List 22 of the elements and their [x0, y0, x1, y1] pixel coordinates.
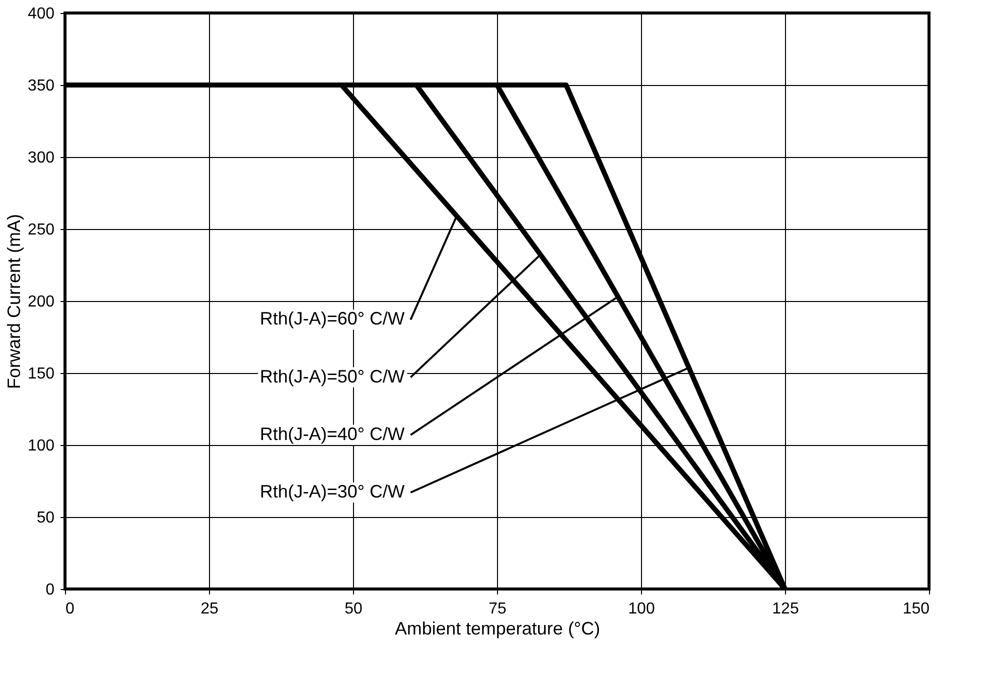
- y-tick-label: 350: [28, 78, 55, 94]
- y-tick-label: 400: [28, 6, 55, 22]
- annotation: Rth(J-A)=50° C/W: [260, 366, 405, 386]
- y-tick-label: 200: [28, 294, 55, 310]
- x-tick-label: 50: [344, 600, 362, 618]
- annotation: Rth(J-A)=40° C/W: [260, 424, 405, 444]
- y-tick-label: 300: [28, 150, 55, 166]
- x-tick-label: 125: [772, 600, 799, 618]
- x-axis-title: Ambient temperature (°C): [394, 618, 600, 638]
- y-tick-label: 50: [36, 510, 55, 526]
- annotation: Rth(J-A)=30° C/W: [260, 482, 405, 502]
- annotation: Rth(J-A)=60° C/W: [260, 308, 405, 329]
- x-tick-label: 0: [66, 600, 74, 618]
- x-tick-label: 100: [628, 600, 655, 618]
- x-tick-label: 25: [200, 600, 218, 618]
- y-tick-label: 0: [46, 582, 55, 598]
- y-axis-title: Forward Current (mA): [4, 214, 24, 390]
- x-tick-label: 150: [902, 600, 930, 618]
- y-tick-label: 100: [28, 438, 55, 454]
- y-tick-label: 250: [28, 222, 55, 238]
- x-tick-label: 75: [488, 600, 506, 618]
- y-tick-label: 150: [28, 366, 55, 382]
